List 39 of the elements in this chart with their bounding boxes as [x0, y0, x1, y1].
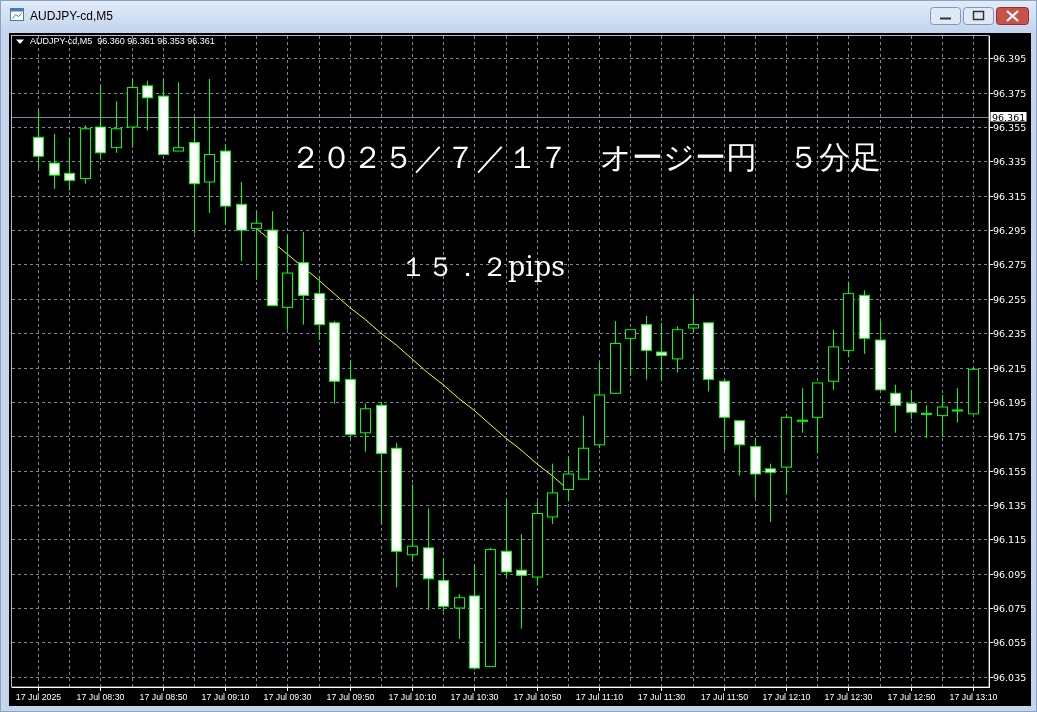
y-tick-label: 96.075: [993, 603, 1027, 614]
y-tick-label: 96.255: [993, 294, 1027, 305]
ref-line-label: 96.361: [992, 111, 1026, 123]
y-tick-label: 96.375: [993, 88, 1027, 99]
annotation: １５．２pips: [400, 251, 566, 282]
y-tick-label: 96.035: [993, 672, 1027, 683]
y-tick-label: 96.155: [993, 466, 1027, 477]
x-tick-label: 17 Jul 11:10: [575, 692, 624, 702]
annotation: AUDJPY-cd,M5: [30, 9, 113, 23]
x-tick-label: 17 Jul 10:30: [450, 692, 499, 702]
annotation: AUDJPY-cd,M5 96.360 96.361 96.353 96.361: [30, 36, 215, 46]
x-tick-label: 17 Jul 12:50: [887, 692, 936, 702]
y-tick-label: 96.135: [993, 500, 1027, 511]
y-tick-label: 96.175: [993, 431, 1027, 442]
x-tick-label: 17 Jul 11:50: [700, 692, 749, 702]
y-tick-label: 96.295: [993, 225, 1027, 236]
y-tick-label: 96.395: [993, 53, 1027, 64]
y-tick-label: 96.275: [993, 259, 1027, 270]
x-tick-label: 17 Jul 09:30: [263, 692, 312, 702]
y-tick-label: 96.095: [993, 569, 1027, 580]
x-tick-label: 17 Jul 08:50: [139, 692, 188, 702]
x-tick-label: 17 Jul 08:30: [76, 692, 125, 702]
y-tick-label: 96.315: [993, 191, 1027, 202]
x-tick-label: 17 Jul 13:10: [949, 692, 998, 702]
x-tick-label: 17 Jul 12:10: [762, 692, 811, 702]
x-tick-label: 17 Jul 09:10: [201, 692, 250, 702]
x-tick-label: 17 Jul 11:30: [637, 692, 686, 702]
x-tick-label: 17 Jul 10:50: [513, 692, 562, 702]
y-tick-label: 96.335: [993, 156, 1027, 167]
y-tick-label: 96.235: [993, 328, 1027, 339]
y-tick-label: 96.195: [993, 397, 1027, 408]
y-tick-label: 96.055: [993, 637, 1027, 648]
x-tick-label: 17 Jul 2025: [15, 692, 62, 702]
x-tick-label: 17 Jul 10:10: [388, 692, 437, 702]
x-tick-label: 17 Jul 12:30: [824, 692, 873, 702]
y-tick-label: 96.355: [993, 122, 1027, 133]
y-tick-label: 96.115: [993, 534, 1027, 545]
x-tick-label: 17 Jul 09:50: [326, 692, 375, 702]
y-tick-label: 96.215: [993, 363, 1027, 374]
